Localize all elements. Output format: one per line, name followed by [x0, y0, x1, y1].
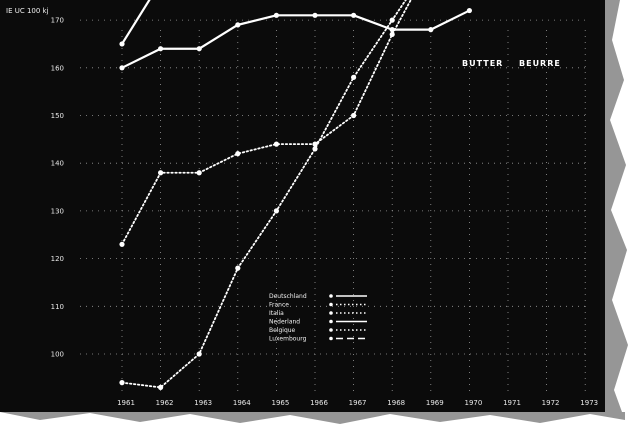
x-tick-label: 1970 [464, 399, 482, 407]
torn-edge-right [605, 0, 628, 412]
legend-marker [329, 319, 333, 324]
data-point [273, 208, 279, 214]
x-tick-label: 1972 [542, 399, 560, 407]
series-lines [119, 0, 472, 390]
series-line [121, 0, 407, 389]
legend-label: Nederland [269, 319, 300, 326]
data-point [119, 41, 125, 47]
data-point [119, 380, 125, 386]
y-tick-label: 110 [51, 303, 64, 311]
legend-label: Belgique [269, 327, 296, 334]
series-line [121, 0, 412, 246]
legend-label: Deutschland [269, 293, 307, 300]
y-tick-label: 150 [51, 112, 64, 120]
x-tick-label: 1973 [580, 399, 598, 407]
data-point [196, 46, 202, 52]
data-point [466, 7, 472, 14]
x-tick-label: 1968 [387, 399, 405, 407]
data-point [235, 151, 241, 157]
y-axis-ticks: 100110120130140150160170180190200210220 [51, 17, 64, 359]
corner-label: IE UC 100 kj [6, 7, 49, 15]
data-point [351, 112, 357, 119]
data-point [158, 384, 164, 390]
chart-panel [0, 0, 605, 412]
x-tick-label: 1962 [156, 399, 174, 407]
series-line [120, 9, 471, 69]
data-point [389, 31, 395, 38]
x-tick-label: 1964 [233, 399, 251, 407]
legend-label: Italia [269, 310, 284, 317]
data-point [158, 170, 164, 176]
x-tick-label: 1967 [349, 399, 367, 407]
legend-marker [329, 302, 333, 307]
grid [80, 19, 590, 395]
legend-marker [329, 294, 333, 298]
x-tick-label: 1969 [426, 399, 444, 407]
data-point [389, 17, 395, 23]
legend-marker [329, 311, 333, 315]
x-tick-label: 1965 [271, 399, 289, 407]
data-point [119, 65, 125, 71]
chart-title-right: BEURRE [519, 59, 561, 68]
y-tick-label: 120 [51, 255, 64, 263]
data-point [428, 27, 434, 33]
chart-title-left: BUTTER [462, 59, 503, 68]
data-point [196, 170, 202, 176]
data-point [119, 241, 125, 247]
y-tick-label: 100 [51, 351, 64, 359]
x-tick-label: 1961 [117, 399, 135, 407]
data-point [312, 146, 318, 152]
y-tick-label: 130 [51, 207, 64, 215]
y-tick-label: 170 [51, 17, 64, 25]
torn-edge-bottom [0, 412, 625, 424]
legend-label: Luxembourg [269, 336, 307, 343]
legend-marker [329, 328, 333, 332]
data-point [158, 46, 164, 52]
y-tick-label: 140 [51, 160, 64, 168]
y-tick-label: 160 [51, 64, 64, 72]
x-tick-label: 1963 [194, 399, 212, 407]
data-point [196, 351, 202, 357]
x-axis-ticks: 1961 1962 1963 1964 1965 1966 1967 1968 1969 1970… [117, 399, 598, 407]
data-point [351, 74, 357, 80]
data-point [312, 12, 318, 18]
data-point [235, 265, 241, 271]
x-tick-label: 1966 [310, 399, 328, 407]
data-point [273, 141, 279, 147]
legend-label: France [269, 302, 289, 309]
data-point [235, 22, 241, 28]
x-tick-label: 1971 [503, 399, 521, 407]
data-point [389, 27, 395, 33]
data-point [273, 12, 279, 18]
legend-marker [329, 336, 333, 341]
data-point [351, 12, 357, 18]
